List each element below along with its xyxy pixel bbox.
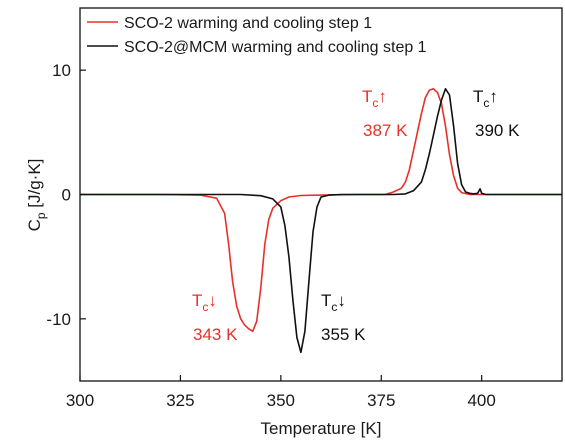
x-tick-label: 350 <box>267 391 295 410</box>
legend-label-sco2: SCO-2 warming and cooling step 1 <box>124 15 372 32</box>
legend: SCO-2 warming and cooling step 1 SCO-2@M… <box>87 15 427 56</box>
annotation-subscript: c <box>372 96 378 110</box>
curves-layer <box>80 88 562 354</box>
y-tick-label: 0 <box>62 186 71 205</box>
annotation-arrow: ↓ <box>208 291 217 310</box>
annotation-arrow: ↑ <box>489 87 498 106</box>
x-tick-label: 375 <box>367 391 395 410</box>
y-axis-title-subscript: p <box>34 212 48 219</box>
annotation-arrow: ↑ <box>378 87 387 106</box>
svg-text:Tc↓: Tc↓ <box>321 291 346 314</box>
annotation-tc-up-black: Tc↑ 390 K <box>473 87 520 140</box>
annotation-subscript: c <box>331 300 337 314</box>
annotation-value: 343 K <box>193 325 238 344</box>
ticks-layer: 300 325 350 375 400 -10 0 10 <box>46 61 495 410</box>
annotation-subscript: c <box>483 96 489 110</box>
annotation-value: 390 K <box>475 121 520 140</box>
annotation-symbol: T <box>362 87 372 106</box>
y-tick-label: 10 <box>52 61 71 80</box>
y-axis-title-main: C <box>25 219 44 231</box>
svg-text:Tc↑: Tc↑ <box>473 87 498 110</box>
annotation-symbol: T <box>473 87 483 106</box>
series-line-sco2-mcm <box>80 88 562 354</box>
annotation-arrow: ↓ <box>337 291 346 310</box>
annotation-tc-up-red: Tc↑ 387 K <box>362 87 408 140</box>
annotation-value: 355 K <box>321 325 366 344</box>
x-tick-label: 325 <box>166 391 194 410</box>
annotation-tc-down-black: Tc↓ 355 K <box>321 291 366 344</box>
annotation-tc-down-red: Tc↓ 343 K <box>192 291 238 344</box>
y-axis-title-unit: [J/g·K] <box>25 159 44 213</box>
y-axis-title: Cp [J/g·K] <box>25 159 48 232</box>
legend-label-sco2-mcm: SCO-2@MCM warming and cooling step 1 <box>124 39 427 56</box>
annotation-value: 387 K <box>363 121 408 140</box>
x-tick-label: 400 <box>467 391 495 410</box>
x-axis-title: Temperature [K] <box>261 419 382 438</box>
x-tick-label: 300 <box>66 391 94 410</box>
annotation-symbol: T <box>192 291 202 310</box>
svg-text:Tc↑: Tc↑ <box>362 87 387 110</box>
annotation-symbol: T <box>321 291 331 310</box>
svg-text:Tc↓: Tc↓ <box>192 291 217 314</box>
y-tick-label: -10 <box>46 310 71 329</box>
annotation-subscript: c <box>202 300 208 314</box>
